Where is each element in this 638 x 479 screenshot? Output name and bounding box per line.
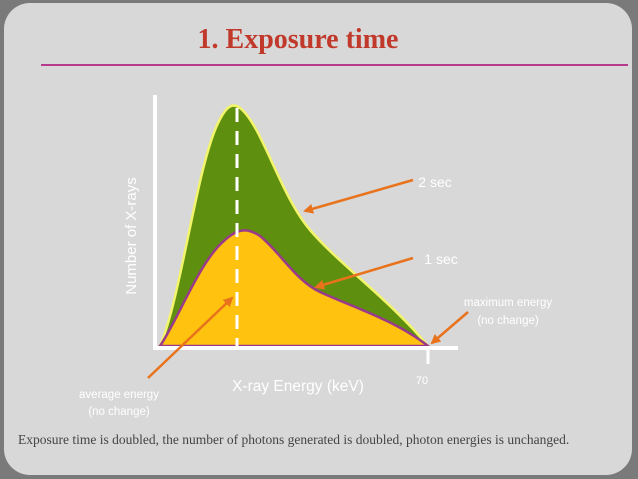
y-axis-label: Number of X-rays: [123, 177, 140, 295]
label-avg-energy-line2: (no change): [88, 406, 150, 418]
label-2sec: 2 sec: [418, 174, 451, 190]
slide-caption: Exposure time is doubled, the number of …: [18, 432, 570, 447]
label-max-energy-line1: maximum energy: [464, 297, 552, 309]
arrow-max-energy: [430, 311, 469, 345]
label-avg-energy-line1: average energy: [79, 389, 159, 401]
arrow-1sec: [314, 256, 414, 290]
label-max-energy-line2: (no change): [477, 315, 539, 327]
arrow-2sec: [303, 178, 414, 214]
title-divider: [41, 64, 628, 66]
curve-1sec: [157, 229, 432, 348]
x-tick-label-70: 70: [416, 375, 428, 387]
x-axis-label: X-ray Energy (keV): [232, 378, 364, 395]
arrow-avg-energy: [147, 296, 234, 379]
label-1sec: 1 sec: [424, 251, 457, 267]
slide-title: 1. Exposure time: [197, 24, 399, 55]
